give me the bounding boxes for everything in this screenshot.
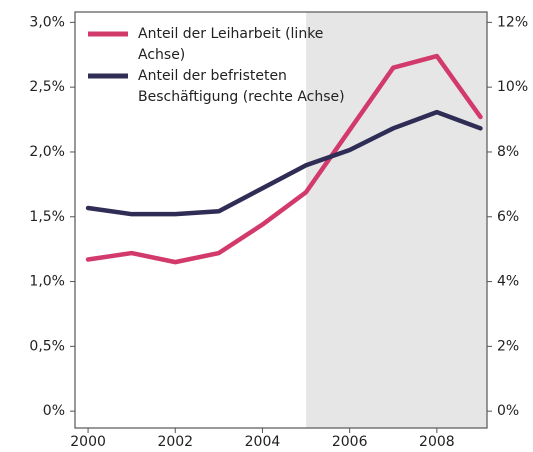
y-tick-label: 2,0% xyxy=(29,144,65,160)
y2-tick-label: 10% xyxy=(497,79,528,95)
x-tick-label: 2002 xyxy=(157,434,193,450)
x-tick-label: 2008 xyxy=(419,434,455,450)
legend-label: Anteil der Leiharbeit (linke Achse) xyxy=(138,26,328,63)
y-tick-label: 1,0% xyxy=(29,274,65,290)
line-series xyxy=(85,109,483,217)
y2-tick-label: 12% xyxy=(497,14,528,30)
x-tick-label: 2000 xyxy=(70,434,106,450)
x-tick-label: 2006 xyxy=(332,434,368,450)
y-tick-label: 2,5% xyxy=(29,79,65,95)
x-tick-label: 2004 xyxy=(245,434,281,450)
y-tick-label: 1,5% xyxy=(29,209,65,225)
plot-frame xyxy=(74,11,488,429)
y-tick-label: 0% xyxy=(43,403,65,419)
y-tick-label: 0,5% xyxy=(29,338,65,354)
legend-label: Anteil der befristeten Beschäftigung (re… xyxy=(138,68,345,105)
shaded-region xyxy=(306,12,487,428)
y2-tick-label: 2% xyxy=(497,338,519,354)
y2-tick-label: 0% xyxy=(497,403,519,419)
y-tick-label: 3,0% xyxy=(29,14,65,30)
y2-tick-label: 6% xyxy=(497,209,519,225)
y2-tick-label: 4% xyxy=(497,274,519,290)
y2-tick-label: 8% xyxy=(497,144,519,160)
line-series xyxy=(85,53,483,265)
